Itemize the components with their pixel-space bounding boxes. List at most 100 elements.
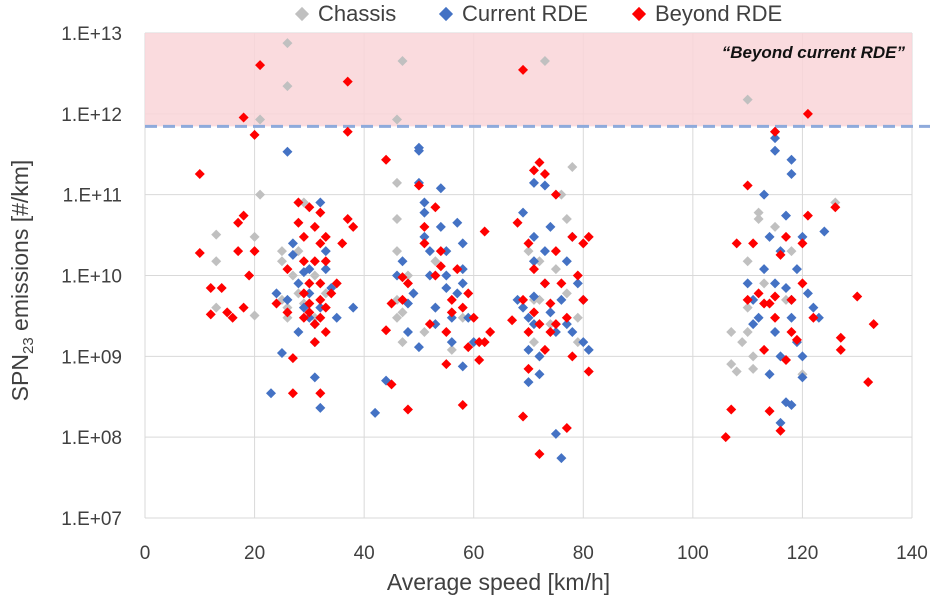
point-beyond-rde: [216, 283, 227, 294]
y-tick-label: 1.E+13: [61, 24, 122, 45]
point-current-rde: [523, 344, 534, 355]
point-beyond-rde: [320, 256, 331, 267]
point-current-rde: [304, 288, 315, 299]
point-current-rde: [523, 377, 534, 388]
point-beyond-rde: [770, 126, 781, 137]
point-beyond-rde: [381, 154, 392, 165]
point-chassis: [742, 256, 753, 267]
point-beyond-rde: [194, 169, 205, 180]
point-beyond-rde: [759, 298, 770, 309]
legend-item-chassis: Chassis: [294, 1, 396, 27]
point-beyond-rde: [731, 238, 742, 249]
point-chassis: [430, 256, 441, 267]
point-current-rde: [452, 217, 463, 228]
point-current-rde: [512, 294, 523, 305]
point-current-rde: [424, 246, 435, 257]
point-beyond-rde: [835, 344, 846, 355]
point-beyond-rde: [775, 425, 786, 436]
point-current-rde: [408, 288, 419, 299]
point-beyond-rde: [753, 288, 764, 299]
point-beyond-rde: [518, 411, 529, 422]
data-points: [194, 38, 879, 464]
x-tick-label: 20: [244, 543, 265, 564]
point-beyond-rde: [583, 231, 594, 242]
point-current-rde: [397, 256, 408, 267]
point-current-rde: [572, 278, 583, 289]
point-beyond-rde: [528, 165, 539, 176]
point-current-rde: [293, 327, 304, 338]
point-beyond-rde: [852, 291, 863, 302]
point-beyond-rde: [320, 231, 331, 242]
point-current-rde: [748, 294, 759, 305]
legend-item-current-rde: Current RDE: [438, 1, 588, 27]
point-current-rde: [556, 294, 567, 305]
y-tick-label: 1.E+08: [61, 428, 122, 449]
point-beyond-rde: [435, 261, 446, 272]
point-current-rde: [419, 197, 430, 208]
point-beyond-rde: [315, 278, 326, 289]
y-axis-title-main: SPN: [7, 354, 33, 401]
point-current-rde: [539, 180, 550, 191]
point-beyond-rde: [331, 278, 342, 289]
point-current-rde: [583, 344, 594, 355]
point-current-rde: [802, 288, 813, 299]
point-chassis: [320, 288, 331, 299]
point-current-rde: [528, 291, 539, 302]
point-current-rde: [797, 351, 808, 362]
point-current-rde: [457, 278, 468, 289]
point-beyond-rde: [309, 319, 320, 330]
y-axis-title-subscript: 23: [20, 337, 37, 354]
point-beyond-rde: [742, 180, 753, 191]
point-beyond-rde: [512, 217, 523, 228]
point-beyond-rde: [293, 217, 304, 228]
point-chassis: [419, 327, 430, 338]
point-beyond-rde: [315, 388, 326, 399]
point-beyond-rde: [474, 337, 485, 348]
point-beyond-rde: [452, 264, 463, 275]
point-current-rde: [759, 264, 770, 275]
point-current-rde: [413, 142, 424, 153]
point-chassis: [523, 246, 534, 257]
point-current-rde: [441, 246, 452, 257]
point-beyond-rde: [534, 157, 545, 168]
point-beyond-rde: [764, 298, 775, 309]
point-beyond-rde: [238, 210, 249, 221]
point-chassis: [737, 337, 748, 348]
point-current-rde: [786, 312, 797, 323]
point-beyond-rde: [791, 334, 802, 345]
point-current-rde: [463, 312, 474, 323]
point-current-rde: [315, 197, 326, 208]
point-beyond-rde: [523, 238, 534, 249]
point-beyond-rde: [770, 312, 781, 323]
point-chassis: [545, 319, 556, 330]
point-beyond-rde: [534, 319, 545, 330]
point-beyond-rde: [446, 307, 457, 318]
point-chassis: [392, 177, 403, 188]
point-current-rde: [287, 249, 298, 260]
point-beyond-rde: [233, 246, 244, 257]
point-chassis: [726, 327, 737, 338]
point-chassis: [572, 337, 583, 348]
point-beyond-rde: [808, 312, 819, 323]
point-current-rde: [282, 146, 293, 157]
point-beyond-rde: [304, 307, 315, 318]
point-beyond-rde: [802, 210, 813, 221]
point-beyond-rde: [320, 302, 331, 313]
point-beyond-rde: [337, 238, 348, 249]
point-beyond-rde: [572, 270, 583, 281]
point-current-rde: [518, 302, 529, 313]
point-chassis: [528, 337, 539, 348]
point-current-rde: [441, 270, 452, 281]
point-beyond-rde: [561, 312, 572, 323]
point-beyond-rde: [205, 309, 216, 320]
point-current-rde: [315, 402, 326, 413]
point-chassis: [753, 213, 764, 224]
y-axis-title-rest: emissions [#/km]: [7, 160, 33, 338]
point-chassis: [397, 56, 408, 67]
point-beyond-rde: [227, 312, 238, 323]
y-tick-label: 1.E+11: [63, 186, 122, 207]
point-current-rde: [534, 369, 545, 380]
y-tick-labels: 1.E+07 1.E+08 1.E+09 1.E+10 1.E+11 1.E+12 1.E+…: [61, 24, 122, 530]
point-beyond-rde: [775, 249, 786, 260]
